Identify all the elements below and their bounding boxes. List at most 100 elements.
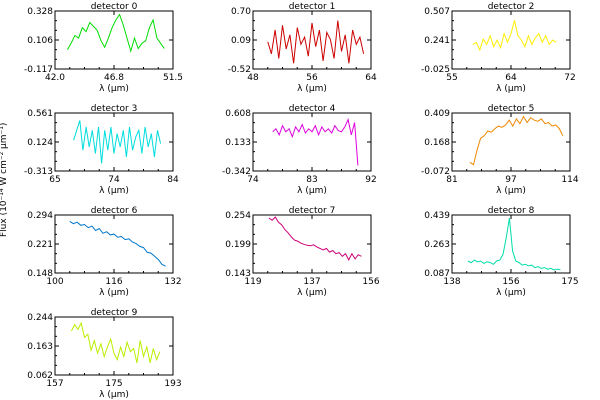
series-line <box>472 20 557 52</box>
x-tick-label: 100 <box>46 277 63 287</box>
y-tick-label: 0.244 <box>27 313 53 323</box>
x-axis-label: λ (µm) <box>297 84 327 94</box>
x-tick-label: 137 <box>303 277 320 287</box>
detector-panel: detector 2 55 64 72 -0.025 0.241 0.507 λ (µm) <box>421 2 576 94</box>
x-tick-label: 64 <box>505 73 517 83</box>
y-tick-label: 0.163 <box>27 342 53 352</box>
x-axis-label: λ (µm) <box>99 288 129 298</box>
y-tick-label: -0.025 <box>421 65 450 75</box>
series-line <box>267 20 365 64</box>
plot-frame <box>252 214 372 274</box>
y-tick-label: 0.106 <box>27 36 53 46</box>
y-tick-label: 0.199 <box>225 240 251 250</box>
y-tick-label: 0.087 <box>424 269 450 279</box>
plot-frame <box>54 316 174 376</box>
x-tick-label: 138 <box>443 277 460 287</box>
detector-panel: detector 1 48 56 64 -0.52 0.09 0.70 λ (µm) <box>228 2 377 94</box>
plot-frame <box>451 112 571 172</box>
y-tick-label: -0.342 <box>222 167 251 177</box>
panel-title: detector 2 <box>488 2 535 12</box>
y-tick-label: 0.143 <box>225 269 251 279</box>
panel-title: detector 1 <box>289 2 336 12</box>
x-tick-label: 55 <box>446 73 457 83</box>
y-tick-label: -0.313 <box>24 167 53 177</box>
plot-frame <box>54 112 174 172</box>
panel-title: detector 3 <box>91 104 138 114</box>
x-axis-label: λ (µm) <box>297 186 327 196</box>
x-tick-label: 74 <box>108 175 120 185</box>
y-tick-label: -0.52 <box>228 65 251 75</box>
x-tick-label: 56 <box>306 73 318 83</box>
x-tick-label: 116 <box>105 277 122 287</box>
detector-panel: detector 6 100 116 132 0.148 0.221 0.294 λ (µm) <box>27 206 181 298</box>
y-tick-label: -0.117 <box>24 65 53 75</box>
plot-frame <box>252 10 372 70</box>
x-axis-label: λ (µm) <box>496 84 526 94</box>
x-tick-label: 175 <box>105 379 122 389</box>
y-tick-label: 0.254 <box>225 211 251 221</box>
detector-panel: detector 8 138 156 175 0.087 0.263 0.439 λ (µm) <box>424 206 578 298</box>
x-axis-label: λ (µm) <box>297 288 327 298</box>
panel-title: detector 6 <box>91 206 138 216</box>
y-tick-label: 0.263 <box>424 240 450 250</box>
series-line <box>469 115 564 166</box>
y-tick-label: 0.09 <box>231 36 251 46</box>
y-tick-label: 0.294 <box>27 211 53 221</box>
x-tick-label: 156 <box>362 277 379 287</box>
figure-ylabel: Flux (10⁻¹⁴ W cm⁻² µm⁻¹) <box>0 122 9 237</box>
y-tick-label: 0.561 <box>27 109 53 119</box>
series-line <box>268 216 362 261</box>
x-tick-label: 84 <box>167 175 179 185</box>
x-tick-label: 157 <box>46 379 63 389</box>
panel-title: detector 9 <box>91 308 138 318</box>
x-tick-label: 92 <box>365 175 376 185</box>
y-tick-label: 0.124 <box>27 138 53 148</box>
y-tick-label: -0.072 <box>421 167 450 177</box>
y-tick-label: 0.148 <box>27 269 53 279</box>
x-tick-label: 65 <box>49 175 60 185</box>
detector-panel: detector 3 65 74 84 -0.313 0.124 0.561 λ (µm) <box>24 104 179 196</box>
y-tick-label: 0.608 <box>225 109 251 119</box>
x-tick-label: 46.8 <box>104 73 124 83</box>
x-tick-label: 42.0 <box>45 73 65 83</box>
y-tick-label: 0.507 <box>424 7 450 17</box>
detector-panel: detector 0 42.0 46.8 51.5 -0.117 0.106 0.328 λ … <box>24 2 183 94</box>
x-axis-label: λ (µm) <box>496 186 526 196</box>
panel-title: detector 8 <box>488 206 535 216</box>
series-line <box>69 220 166 267</box>
series-line <box>272 117 359 166</box>
x-tick-label: 72 <box>564 73 575 83</box>
x-axis-label: λ (µm) <box>99 186 129 196</box>
y-tick-label: 0.168 <box>424 138 450 148</box>
x-tick-label: 97 <box>505 175 516 185</box>
panel-title: detector 5 <box>488 104 535 114</box>
y-tick-label: 0.133 <box>225 138 251 148</box>
series-line <box>66 13 165 53</box>
detector-panel: detector 4 74 83 92 -0.342 0.133 0.608 λ (µm) <box>222 104 377 196</box>
x-tick-label: 193 <box>164 379 181 389</box>
detector-panel: detector 9 157 175 193 0.062 0.163 0.244 λ (µm) <box>27 308 181 400</box>
x-tick-label: 119 <box>244 277 261 287</box>
panel-title: detector 7 <box>289 206 336 216</box>
panel-title: detector 0 <box>91 2 138 12</box>
x-tick-label: 48 <box>247 73 259 83</box>
x-axis-label: λ (µm) <box>99 84 129 94</box>
y-tick-label: 0.70 <box>231 7 251 17</box>
series-line <box>73 120 162 164</box>
x-tick-label: 81 <box>446 175 457 185</box>
y-tick-label: 0.409 <box>424 109 450 119</box>
plot-frame <box>252 112 372 172</box>
detector-panel: detector 7 119 137 156 0.143 0.199 0.254 λ (µm) <box>225 206 380 298</box>
x-axis-label: λ (µm) <box>99 390 129 400</box>
y-tick-label: 0.241 <box>424 36 450 46</box>
series-line <box>70 321 161 364</box>
panel-title: detector 4 <box>289 104 336 114</box>
y-tick-label: 0.062 <box>27 371 53 381</box>
x-tick-label: 64 <box>365 73 377 83</box>
x-tick-label: 83 <box>306 175 317 185</box>
x-tick-label: 114 <box>561 175 578 185</box>
x-tick-label: 51.5 <box>163 73 183 83</box>
x-tick-label: 175 <box>561 277 578 287</box>
x-axis-label: λ (µm) <box>496 288 526 298</box>
